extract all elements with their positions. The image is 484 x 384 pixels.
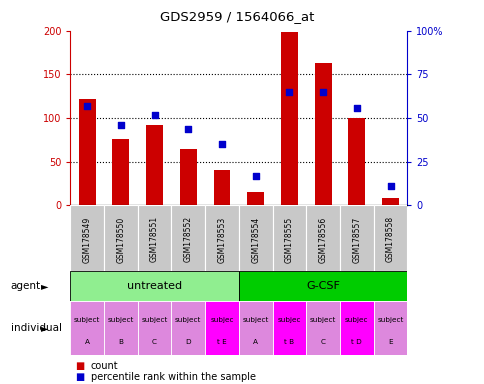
Bar — [78, 99, 95, 205]
Bar — [146, 125, 163, 205]
Bar — [171, 205, 205, 271]
Bar — [339, 205, 373, 271]
Text: C: C — [320, 339, 325, 345]
Text: count: count — [91, 361, 118, 371]
Bar — [381, 199, 398, 205]
Text: subject: subject — [309, 317, 335, 323]
Text: ►: ► — [41, 323, 48, 333]
Bar — [373, 205, 407, 271]
Text: GSM178555: GSM178555 — [284, 216, 293, 263]
Point — [285, 89, 293, 95]
Text: ►: ► — [41, 281, 48, 291]
Text: subject: subject — [74, 317, 100, 323]
Bar — [238, 301, 272, 355]
Bar — [305, 301, 339, 355]
Text: GSM178557: GSM178557 — [351, 216, 361, 263]
Point — [386, 183, 393, 189]
Bar — [272, 301, 305, 355]
Text: G-CSF: G-CSF — [305, 281, 339, 291]
Text: subject: subject — [141, 317, 167, 323]
Bar — [137, 205, 171, 271]
Text: A: A — [253, 339, 257, 345]
Bar — [238, 271, 407, 301]
Bar — [238, 205, 272, 271]
Text: subject: subject — [175, 317, 201, 323]
Bar — [180, 149, 197, 205]
Bar — [171, 301, 205, 355]
Bar — [104, 301, 137, 355]
Text: individual: individual — [11, 323, 61, 333]
Text: GDS2959 / 1564066_at: GDS2959 / 1564066_at — [160, 10, 314, 23]
Text: C: C — [152, 339, 157, 345]
Bar — [339, 301, 373, 355]
Bar — [314, 63, 331, 205]
Text: ■: ■ — [75, 361, 84, 371]
Bar — [70, 271, 238, 301]
Bar — [373, 301, 407, 355]
Text: subject: subject — [242, 317, 268, 323]
Text: percentile rank within the sample: percentile rank within the sample — [91, 372, 255, 382]
Text: GSM178553: GSM178553 — [217, 216, 226, 263]
Bar — [70, 205, 104, 271]
Text: B: B — [118, 339, 123, 345]
Text: subjec: subjec — [210, 317, 233, 323]
Point — [151, 111, 158, 118]
Bar — [280, 33, 297, 205]
Text: GSM178556: GSM178556 — [318, 216, 327, 263]
Bar — [70, 301, 104, 355]
Text: ■: ■ — [75, 372, 84, 382]
Point — [83, 103, 91, 109]
Text: subjec: subjec — [345, 317, 368, 323]
Point — [117, 122, 124, 128]
Text: t D: t D — [351, 339, 362, 345]
Bar — [112, 139, 129, 205]
Text: D: D — [185, 339, 191, 345]
Point — [318, 89, 326, 95]
Bar — [213, 170, 230, 205]
Text: E: E — [387, 339, 392, 345]
Text: agent: agent — [11, 281, 41, 291]
Point — [352, 104, 360, 111]
Text: untreated: untreated — [127, 281, 182, 291]
Point — [251, 173, 259, 179]
Text: GSM178551: GSM178551 — [150, 216, 159, 262]
Text: t B: t B — [284, 339, 294, 345]
Text: GSM178550: GSM178550 — [116, 216, 125, 263]
Bar — [104, 205, 137, 271]
Bar — [205, 301, 238, 355]
Bar — [272, 205, 305, 271]
Text: subject: subject — [377, 317, 403, 323]
Text: subjec: subjec — [277, 317, 301, 323]
Text: subject: subject — [107, 317, 134, 323]
Bar — [137, 301, 171, 355]
Bar — [205, 205, 238, 271]
Text: A: A — [85, 339, 90, 345]
Text: GSM178549: GSM178549 — [82, 216, 91, 263]
Text: t E: t E — [217, 339, 227, 345]
Text: GSM178552: GSM178552 — [183, 216, 193, 262]
Point — [184, 126, 192, 132]
Bar — [348, 118, 364, 205]
Text: GSM178558: GSM178558 — [385, 216, 394, 262]
Bar — [247, 192, 264, 205]
Bar — [305, 205, 339, 271]
Text: GSM178554: GSM178554 — [251, 216, 260, 263]
Point — [218, 141, 226, 147]
